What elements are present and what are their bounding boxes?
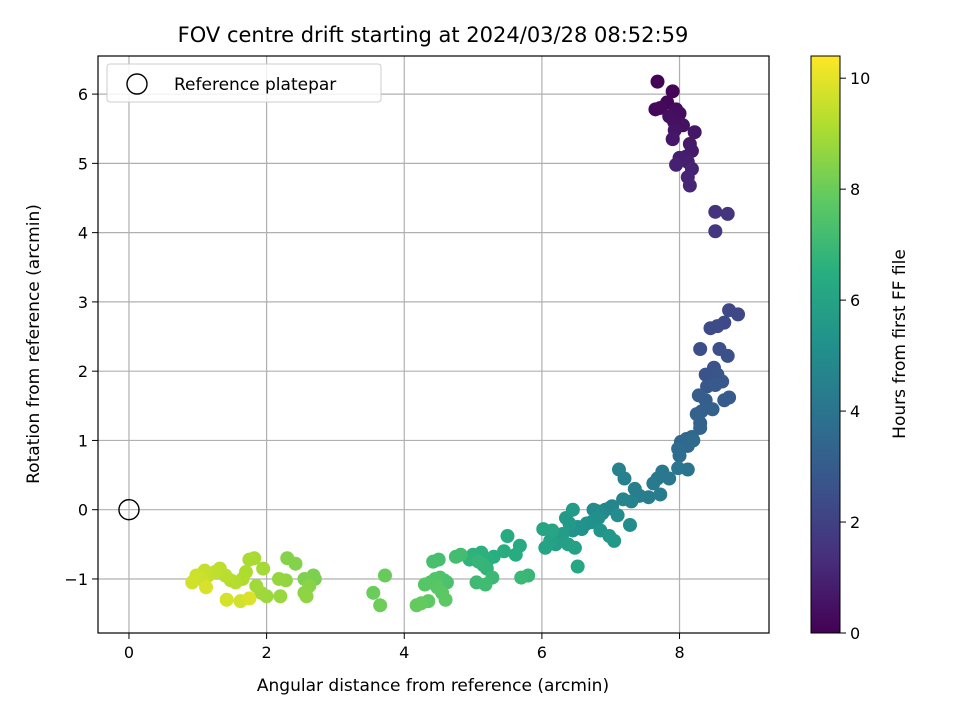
data-point bbox=[199, 580, 214, 595]
data-point bbox=[409, 598, 424, 613]
x-tick-label: 8 bbox=[674, 643, 684, 662]
data-point bbox=[508, 547, 523, 562]
data-point bbox=[500, 529, 515, 544]
data-point bbox=[219, 592, 234, 607]
data-point bbox=[687, 125, 702, 140]
legend-marker-reference-platepar bbox=[126, 73, 148, 95]
data-point bbox=[242, 591, 257, 606]
data-point bbox=[731, 307, 746, 322]
data-point bbox=[377, 568, 392, 583]
data-point bbox=[185, 575, 200, 590]
colorbar-tick-label: 0 bbox=[850, 624, 860, 643]
x-tick-label: 6 bbox=[537, 643, 547, 662]
data-point bbox=[514, 570, 529, 585]
data-point bbox=[497, 544, 512, 559]
data-point bbox=[273, 589, 288, 604]
data-point bbox=[478, 577, 493, 592]
colorbar-tick-label: 10 bbox=[850, 69, 870, 88]
data-point bbox=[665, 132, 680, 147]
data-point bbox=[720, 206, 735, 221]
data-point bbox=[717, 393, 732, 408]
data-point bbox=[708, 204, 723, 219]
colorbar-tick-label: 8 bbox=[850, 180, 860, 199]
data-point bbox=[471, 554, 486, 569]
legend-box bbox=[106, 63, 382, 103]
data-point bbox=[653, 100, 668, 115]
data-point bbox=[242, 552, 257, 567]
legend-label-reference-platepar: Reference platepar bbox=[174, 75, 336, 95]
y-axis-label: Rotation from reference (arcmin) bbox=[24, 204, 44, 484]
y-tick-label: 0 bbox=[78, 501, 88, 520]
colorbar-tick-label: 2 bbox=[850, 513, 860, 532]
data-point bbox=[627, 481, 642, 496]
y-tick-label: 6 bbox=[78, 85, 88, 104]
data-point bbox=[705, 402, 720, 417]
colorbar bbox=[810, 55, 841, 634]
y-tick-label: 4 bbox=[78, 224, 88, 243]
data-point bbox=[665, 84, 680, 99]
data-point bbox=[682, 178, 697, 193]
x-tick-label: 0 bbox=[124, 643, 134, 662]
data-point bbox=[616, 492, 631, 507]
data-point bbox=[426, 554, 441, 569]
data-point bbox=[536, 522, 551, 537]
data-point bbox=[366, 585, 381, 600]
data-point bbox=[703, 321, 718, 336]
data-point bbox=[299, 589, 314, 604]
plot-frame bbox=[97, 55, 770, 634]
chart-title: FOV centre drift starting at 2024/03/28 … bbox=[178, 23, 689, 47]
data-point bbox=[720, 348, 735, 363]
colorbar-label: Hours from first FF file bbox=[890, 249, 910, 439]
data-point bbox=[565, 502, 580, 517]
data-point bbox=[249, 578, 264, 593]
colorbar-tick-label: 6 bbox=[850, 291, 860, 310]
colorbar-tick-label: 4 bbox=[850, 402, 860, 421]
data-point bbox=[538, 540, 553, 555]
data-point bbox=[686, 433, 701, 448]
data-point bbox=[693, 342, 708, 357]
data-point bbox=[708, 378, 723, 393]
data-point bbox=[448, 549, 463, 564]
legend: Reference platepar bbox=[106, 63, 382, 103]
data-point bbox=[610, 508, 625, 523]
data-point bbox=[438, 592, 453, 607]
data-point bbox=[622, 517, 637, 532]
reference-platepar-marker bbox=[118, 499, 140, 521]
data-point bbox=[373, 598, 388, 613]
y-tick-label: 1 bbox=[78, 431, 88, 450]
data-point bbox=[646, 476, 661, 491]
data-point bbox=[611, 462, 626, 477]
data-point bbox=[671, 461, 686, 476]
data-point bbox=[567, 540, 582, 555]
data-point bbox=[708, 224, 723, 239]
data-point bbox=[672, 448, 687, 463]
x-tick-label: 4 bbox=[399, 643, 409, 662]
data-point bbox=[653, 487, 668, 502]
data-point bbox=[650, 74, 665, 89]
y-axis-ticks: −1 0 1 2 3 4 5 6 bbox=[64, 85, 98, 589]
y-tick-label: 2 bbox=[78, 362, 88, 381]
data-point bbox=[607, 533, 622, 548]
data-point bbox=[417, 577, 432, 592]
data-point bbox=[570, 559, 585, 574]
data-point bbox=[669, 157, 684, 172]
data-point bbox=[256, 561, 271, 576]
colorbar-ticks: 0 2 4 6 8 10 bbox=[840, 69, 870, 643]
data-point bbox=[280, 551, 295, 566]
x-axis-ticks: 0 2 4 6 8 bbox=[124, 633, 685, 662]
data-point bbox=[271, 571, 286, 586]
data-points bbox=[118, 74, 746, 613]
y-tick-label: 3 bbox=[78, 293, 88, 312]
x-axis-label: Angular distance from reference (arcmin) bbox=[257, 676, 609, 696]
data-point bbox=[693, 420, 708, 435]
y-tick-label: −1 bbox=[64, 570, 88, 589]
x-tick-label: 2 bbox=[262, 643, 272, 662]
y-tick-label: 5 bbox=[78, 154, 88, 173]
